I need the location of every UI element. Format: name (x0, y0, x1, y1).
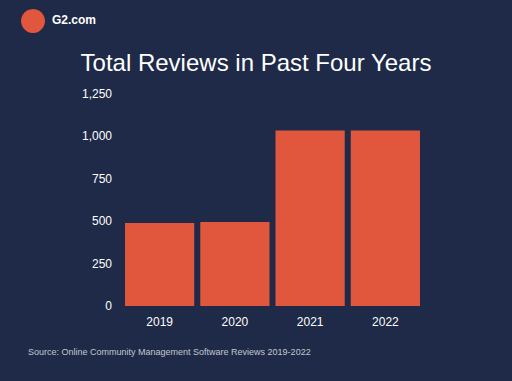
svg-text:750: 750 (92, 172, 112, 186)
svg-text:G2.com: G2.com (52, 13, 96, 27)
svg-text:2021: 2021 (297, 315, 324, 329)
svg-text:2020: 2020 (222, 315, 249, 329)
svg-text:Total Reviews in Past Four Yea: Total Reviews in Past Four Years (81, 49, 432, 76)
svg-text:250: 250 (92, 257, 112, 271)
svg-text:Source: Online Community Manag: Source: Online Community Management Soft… (28, 347, 311, 357)
svg-text:2022: 2022 (372, 315, 399, 329)
svg-text:0: 0 (105, 299, 112, 313)
svg-text:2019: 2019 (146, 315, 173, 329)
svg-text:500: 500 (92, 214, 112, 228)
svg-text:1,000: 1,000 (82, 129, 112, 143)
svg-text:1,250: 1,250 (82, 87, 112, 101)
